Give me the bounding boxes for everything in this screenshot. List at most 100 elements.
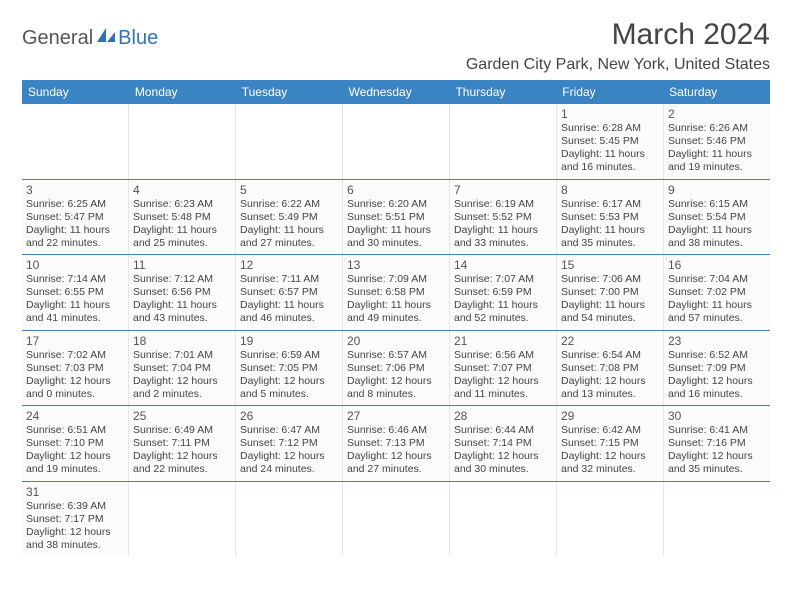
day-number: 29 bbox=[561, 409, 659, 423]
day-number: 1 bbox=[561, 107, 659, 121]
day-number: 31 bbox=[26, 485, 124, 499]
day-sr: Sunrise: 7:09 AM bbox=[347, 273, 445, 286]
day-d1: Daylight: 12 hours bbox=[240, 450, 338, 463]
day-24: 24Sunrise: 6:51 AMSunset: 7:10 PMDayligh… bbox=[22, 406, 129, 481]
day-sr: Sunrise: 6:25 AM bbox=[26, 198, 124, 211]
day-number: 10 bbox=[26, 258, 124, 272]
day-sr: Sunrise: 7:02 AM bbox=[26, 349, 124, 362]
day-d1: Daylight: 12 hours bbox=[561, 375, 659, 388]
day-d2: and 22 minutes. bbox=[133, 463, 231, 476]
day-29: 29Sunrise: 6:42 AMSunset: 7:15 PMDayligh… bbox=[557, 406, 664, 481]
day-number: 26 bbox=[240, 409, 338, 423]
day-d1: Daylight: 11 hours bbox=[668, 299, 766, 312]
day-d1: Daylight: 11 hours bbox=[347, 224, 445, 237]
day-ss: Sunset: 7:13 PM bbox=[347, 437, 445, 450]
day-15: 15Sunrise: 7:06 AMSunset: 7:00 PMDayligh… bbox=[557, 255, 664, 330]
day-sr: Sunrise: 7:06 AM bbox=[561, 273, 659, 286]
day-d2: and 11 minutes. bbox=[454, 388, 552, 401]
day-number: 13 bbox=[347, 258, 445, 272]
day-ss: Sunset: 7:03 PM bbox=[26, 362, 124, 375]
day-ss: Sunset: 7:11 PM bbox=[133, 437, 231, 450]
day-blank bbox=[557, 482, 664, 557]
day-ss: Sunset: 5:51 PM bbox=[347, 211, 445, 224]
day-number: 9 bbox=[668, 183, 766, 197]
day-26: 26Sunrise: 6:47 AMSunset: 7:12 PMDayligh… bbox=[236, 406, 343, 481]
day-ss: Sunset: 7:04 PM bbox=[133, 362, 231, 375]
day-sr: Sunrise: 6:28 AM bbox=[561, 122, 659, 135]
logo: General Blue bbox=[22, 18, 158, 50]
day-d1: Daylight: 12 hours bbox=[347, 450, 445, 463]
day-d1: Daylight: 12 hours bbox=[133, 375, 231, 388]
day-22: 22Sunrise: 6:54 AMSunset: 7:08 PMDayligh… bbox=[557, 331, 664, 406]
day-sr: Sunrise: 6:46 AM bbox=[347, 424, 445, 437]
week-row: 10Sunrise: 7:14 AMSunset: 6:55 PMDayligh… bbox=[22, 255, 770, 331]
day-number: 18 bbox=[133, 334, 231, 348]
day-20: 20Sunrise: 6:57 AMSunset: 7:06 PMDayligh… bbox=[343, 331, 450, 406]
day-17: 17Sunrise: 7:02 AMSunset: 7:03 PMDayligh… bbox=[22, 331, 129, 406]
day-ss: Sunset: 5:48 PM bbox=[133, 211, 231, 224]
day-d2: and 46 minutes. bbox=[240, 312, 338, 325]
day-d2: and 30 minutes. bbox=[347, 237, 445, 250]
week-row: 1Sunrise: 6:28 AMSunset: 5:45 PMDaylight… bbox=[22, 104, 770, 180]
day-ss: Sunset: 5:45 PM bbox=[561, 135, 659, 148]
day-d2: and 22 minutes. bbox=[26, 237, 124, 250]
day-d2: and 54 minutes. bbox=[561, 312, 659, 325]
dow-tuesday: Tuesday bbox=[236, 80, 343, 104]
day-6: 6Sunrise: 6:20 AMSunset: 5:51 PMDaylight… bbox=[343, 180, 450, 255]
day-sr: Sunrise: 6:47 AM bbox=[240, 424, 338, 437]
day-number: 2 bbox=[668, 107, 766, 121]
day-sr: Sunrise: 6:57 AM bbox=[347, 349, 445, 362]
dow-saturday: Saturday bbox=[663, 80, 770, 104]
day-blank bbox=[343, 482, 450, 557]
day-d1: Daylight: 11 hours bbox=[26, 299, 124, 312]
day-ss: Sunset: 7:12 PM bbox=[240, 437, 338, 450]
day-ss: Sunset: 5:54 PM bbox=[668, 211, 766, 224]
day-d1: Daylight: 11 hours bbox=[133, 299, 231, 312]
day-number: 19 bbox=[240, 334, 338, 348]
day-number: 3 bbox=[26, 183, 124, 197]
day-sr: Sunrise: 7:12 AM bbox=[133, 273, 231, 286]
day-d2: and 38 minutes. bbox=[26, 539, 124, 552]
location: Garden City Park, New York, United State… bbox=[466, 56, 770, 74]
calendar: SundayMondayTuesdayWednesdayThursdayFrid… bbox=[22, 80, 770, 556]
day-d2: and 35 minutes. bbox=[668, 463, 766, 476]
day-sr: Sunrise: 6:15 AM bbox=[668, 198, 766, 211]
day-sr: Sunrise: 6:26 AM bbox=[668, 122, 766, 135]
day-d1: Daylight: 11 hours bbox=[668, 148, 766, 161]
day-d2: and 32 minutes. bbox=[561, 463, 659, 476]
day-number: 6 bbox=[347, 183, 445, 197]
day-sr: Sunrise: 6:54 AM bbox=[561, 349, 659, 362]
day-ss: Sunset: 5:52 PM bbox=[454, 211, 552, 224]
day-ss: Sunset: 6:57 PM bbox=[240, 286, 338, 299]
day-31: 31Sunrise: 6:39 AMSunset: 7:17 PMDayligh… bbox=[22, 482, 129, 557]
day-d1: Daylight: 12 hours bbox=[26, 375, 124, 388]
day-d2: and 49 minutes. bbox=[347, 312, 445, 325]
day-d2: and 24 minutes. bbox=[240, 463, 338, 476]
day-number: 14 bbox=[454, 258, 552, 272]
day-sr: Sunrise: 7:04 AM bbox=[668, 273, 766, 286]
day-sr: Sunrise: 6:49 AM bbox=[133, 424, 231, 437]
day-d2: and 19 minutes. bbox=[668, 161, 766, 174]
day-d1: Daylight: 12 hours bbox=[133, 450, 231, 463]
day-ss: Sunset: 7:02 PM bbox=[668, 286, 766, 299]
day-blank bbox=[22, 104, 129, 179]
day-ss: Sunset: 5:53 PM bbox=[561, 211, 659, 224]
day-d2: and 0 minutes. bbox=[26, 388, 124, 401]
day-sr: Sunrise: 6:51 AM bbox=[26, 424, 124, 437]
day-27: 27Sunrise: 6:46 AMSunset: 7:13 PMDayligh… bbox=[343, 406, 450, 481]
day-number: 4 bbox=[133, 183, 231, 197]
day-ss: Sunset: 6:58 PM bbox=[347, 286, 445, 299]
day-4: 4Sunrise: 6:23 AMSunset: 5:48 PMDaylight… bbox=[129, 180, 236, 255]
day-number: 20 bbox=[347, 334, 445, 348]
day-d1: Daylight: 11 hours bbox=[561, 148, 659, 161]
day-d1: Daylight: 12 hours bbox=[454, 375, 552, 388]
day-sr: Sunrise: 6:20 AM bbox=[347, 198, 445, 211]
day-ss: Sunset: 7:00 PM bbox=[561, 286, 659, 299]
day-d2: and 38 minutes. bbox=[668, 237, 766, 250]
day-ss: Sunset: 7:16 PM bbox=[668, 437, 766, 450]
day-d1: Daylight: 11 hours bbox=[133, 224, 231, 237]
day-d1: Daylight: 12 hours bbox=[26, 526, 124, 539]
header: General Blue March 2024 Garden City Park… bbox=[22, 18, 770, 74]
day-d1: Daylight: 11 hours bbox=[561, 224, 659, 237]
day-d1: Daylight: 11 hours bbox=[347, 299, 445, 312]
